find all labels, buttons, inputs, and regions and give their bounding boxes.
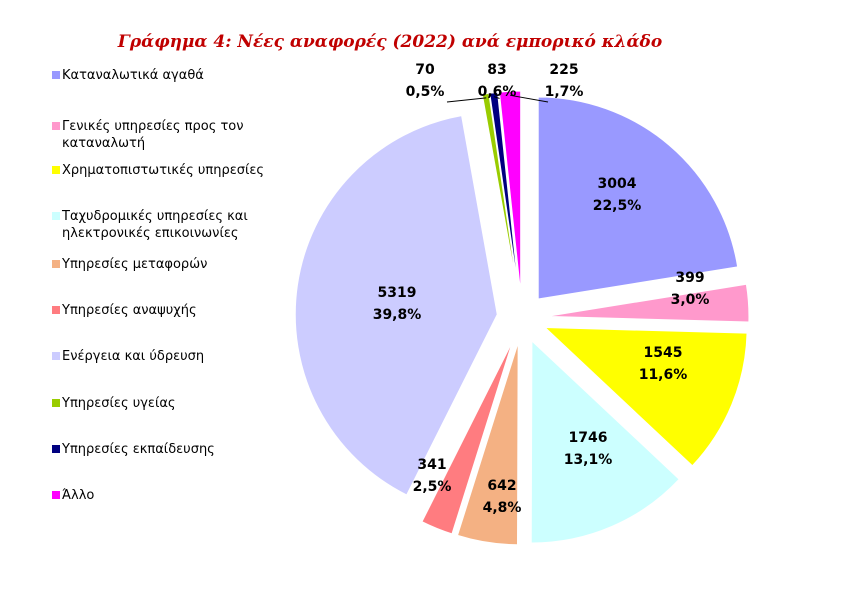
- pie-slice: [489, 91, 520, 294]
- legend-swatch: [52, 306, 60, 314]
- legend-swatch: [52, 352, 60, 360]
- slice-percent-label: 0,6%: [478, 84, 517, 100]
- slice-percent-label: 3,0%: [671, 292, 710, 308]
- legend-swatch: [52, 212, 60, 220]
- legend-item: Ενέργεια και ύδρευση: [52, 348, 302, 365]
- legend-item: Άλλο: [52, 487, 302, 504]
- pie-slice: [498, 90, 522, 294]
- legend-swatch: [52, 166, 60, 174]
- slice-value-label: 70: [415, 62, 435, 78]
- legend-swatch: [52, 122, 60, 130]
- slice-percent-label: 4,8%: [483, 500, 522, 516]
- leader-line: [446, 97, 487, 103]
- slice-percent-label: 22,5%: [593, 198, 642, 214]
- slice-value-label: 1746: [569, 430, 608, 446]
- legend-label: Άλλο: [62, 488, 95, 503]
- slice-percent-label: 13,1%: [564, 452, 613, 468]
- leader-line: [510, 94, 549, 103]
- legend-label: Υπηρεσίες εκπαίδευσης: [62, 442, 215, 457]
- legend-item: Καταναλωτικά αγαθά: [52, 67, 302, 84]
- slice-percent-label: 1,7%: [545, 84, 584, 100]
- slice-value-label: 1545: [644, 345, 683, 361]
- slice-value-label: 225: [549, 62, 578, 78]
- legend-swatch: [52, 445, 60, 453]
- pie-slice: [546, 283, 750, 323]
- legend-item: Υπηρεσίες εκπαίδευσης: [52, 441, 302, 458]
- slice-percent-label: 39,8%: [373, 307, 422, 323]
- slice-value-label: 3004: [598, 176, 637, 192]
- legend-swatch: [52, 399, 60, 407]
- legend-label: Υπηρεσίες μεταφορών: [62, 257, 208, 272]
- legend-item: Υπηρεσίες υγείας: [52, 395, 302, 412]
- pie-slice: [530, 339, 680, 544]
- slice-value-label: 399: [675, 270, 704, 286]
- pie-slice: [537, 96, 739, 300]
- legend-item: Υπηρεσίες αναψυχής: [52, 302, 302, 319]
- pie-slice: [481, 92, 519, 294]
- legend-item: Υπηρεσίες μεταφορών: [52, 256, 302, 273]
- legend-label: Χρηματοπιστωτικές υπηρεσίες: [62, 163, 265, 178]
- legend-item: Γενικές υπηρεσίες προς τον καταναλωτή: [52, 118, 302, 152]
- legend-item: Χρηματοπιστωτικές υπηρεσίες: [52, 162, 302, 179]
- pie-slice: [294, 115, 498, 496]
- legend-label: Ταχυδρομικές υπηρεσίες και ηλεκτρονικές …: [62, 209, 248, 241]
- slice-percent-label: 0,5%: [406, 84, 445, 100]
- chart-title: Γράφημα 4: Νέες αναφορές (2022) ανά εμπο…: [117, 32, 663, 52]
- legend-label: Υπηρεσίες αναψυχής: [62, 303, 197, 318]
- legend-label: Γενικές υπηρεσίες προς τον καταναλωτή: [62, 119, 244, 151]
- legend-item: Ταχυδρομικές υπηρεσίες και ηλεκτρονικές …: [52, 208, 302, 242]
- legend-swatch: [52, 260, 60, 268]
- slice-percent-label: 11,6%: [639, 367, 688, 383]
- pie-slice: [456, 342, 519, 546]
- slice-value-label: 341: [417, 457, 446, 473]
- legend-swatch: [52, 491, 60, 499]
- slice-value-label: 642: [487, 478, 516, 494]
- legend-label: Καταναλωτικά αγαθά: [62, 68, 204, 83]
- pie-slice: [543, 326, 748, 467]
- slice-value-label: 5319: [378, 285, 417, 301]
- pie-slice: [421, 340, 514, 535]
- legend-label: Υπηρεσίες υγείας: [62, 396, 176, 411]
- slice-percent-label: 2,5%: [413, 479, 452, 495]
- legend-swatch: [52, 71, 60, 79]
- legend-label: Ενέργεια και ύδρευση: [62, 349, 205, 364]
- slice-value-label: 83: [487, 62, 506, 78]
- legend: Καταναλωτικά αγαθά Γενικές υπηρεσίες προς…: [0, 0, 300, 595]
